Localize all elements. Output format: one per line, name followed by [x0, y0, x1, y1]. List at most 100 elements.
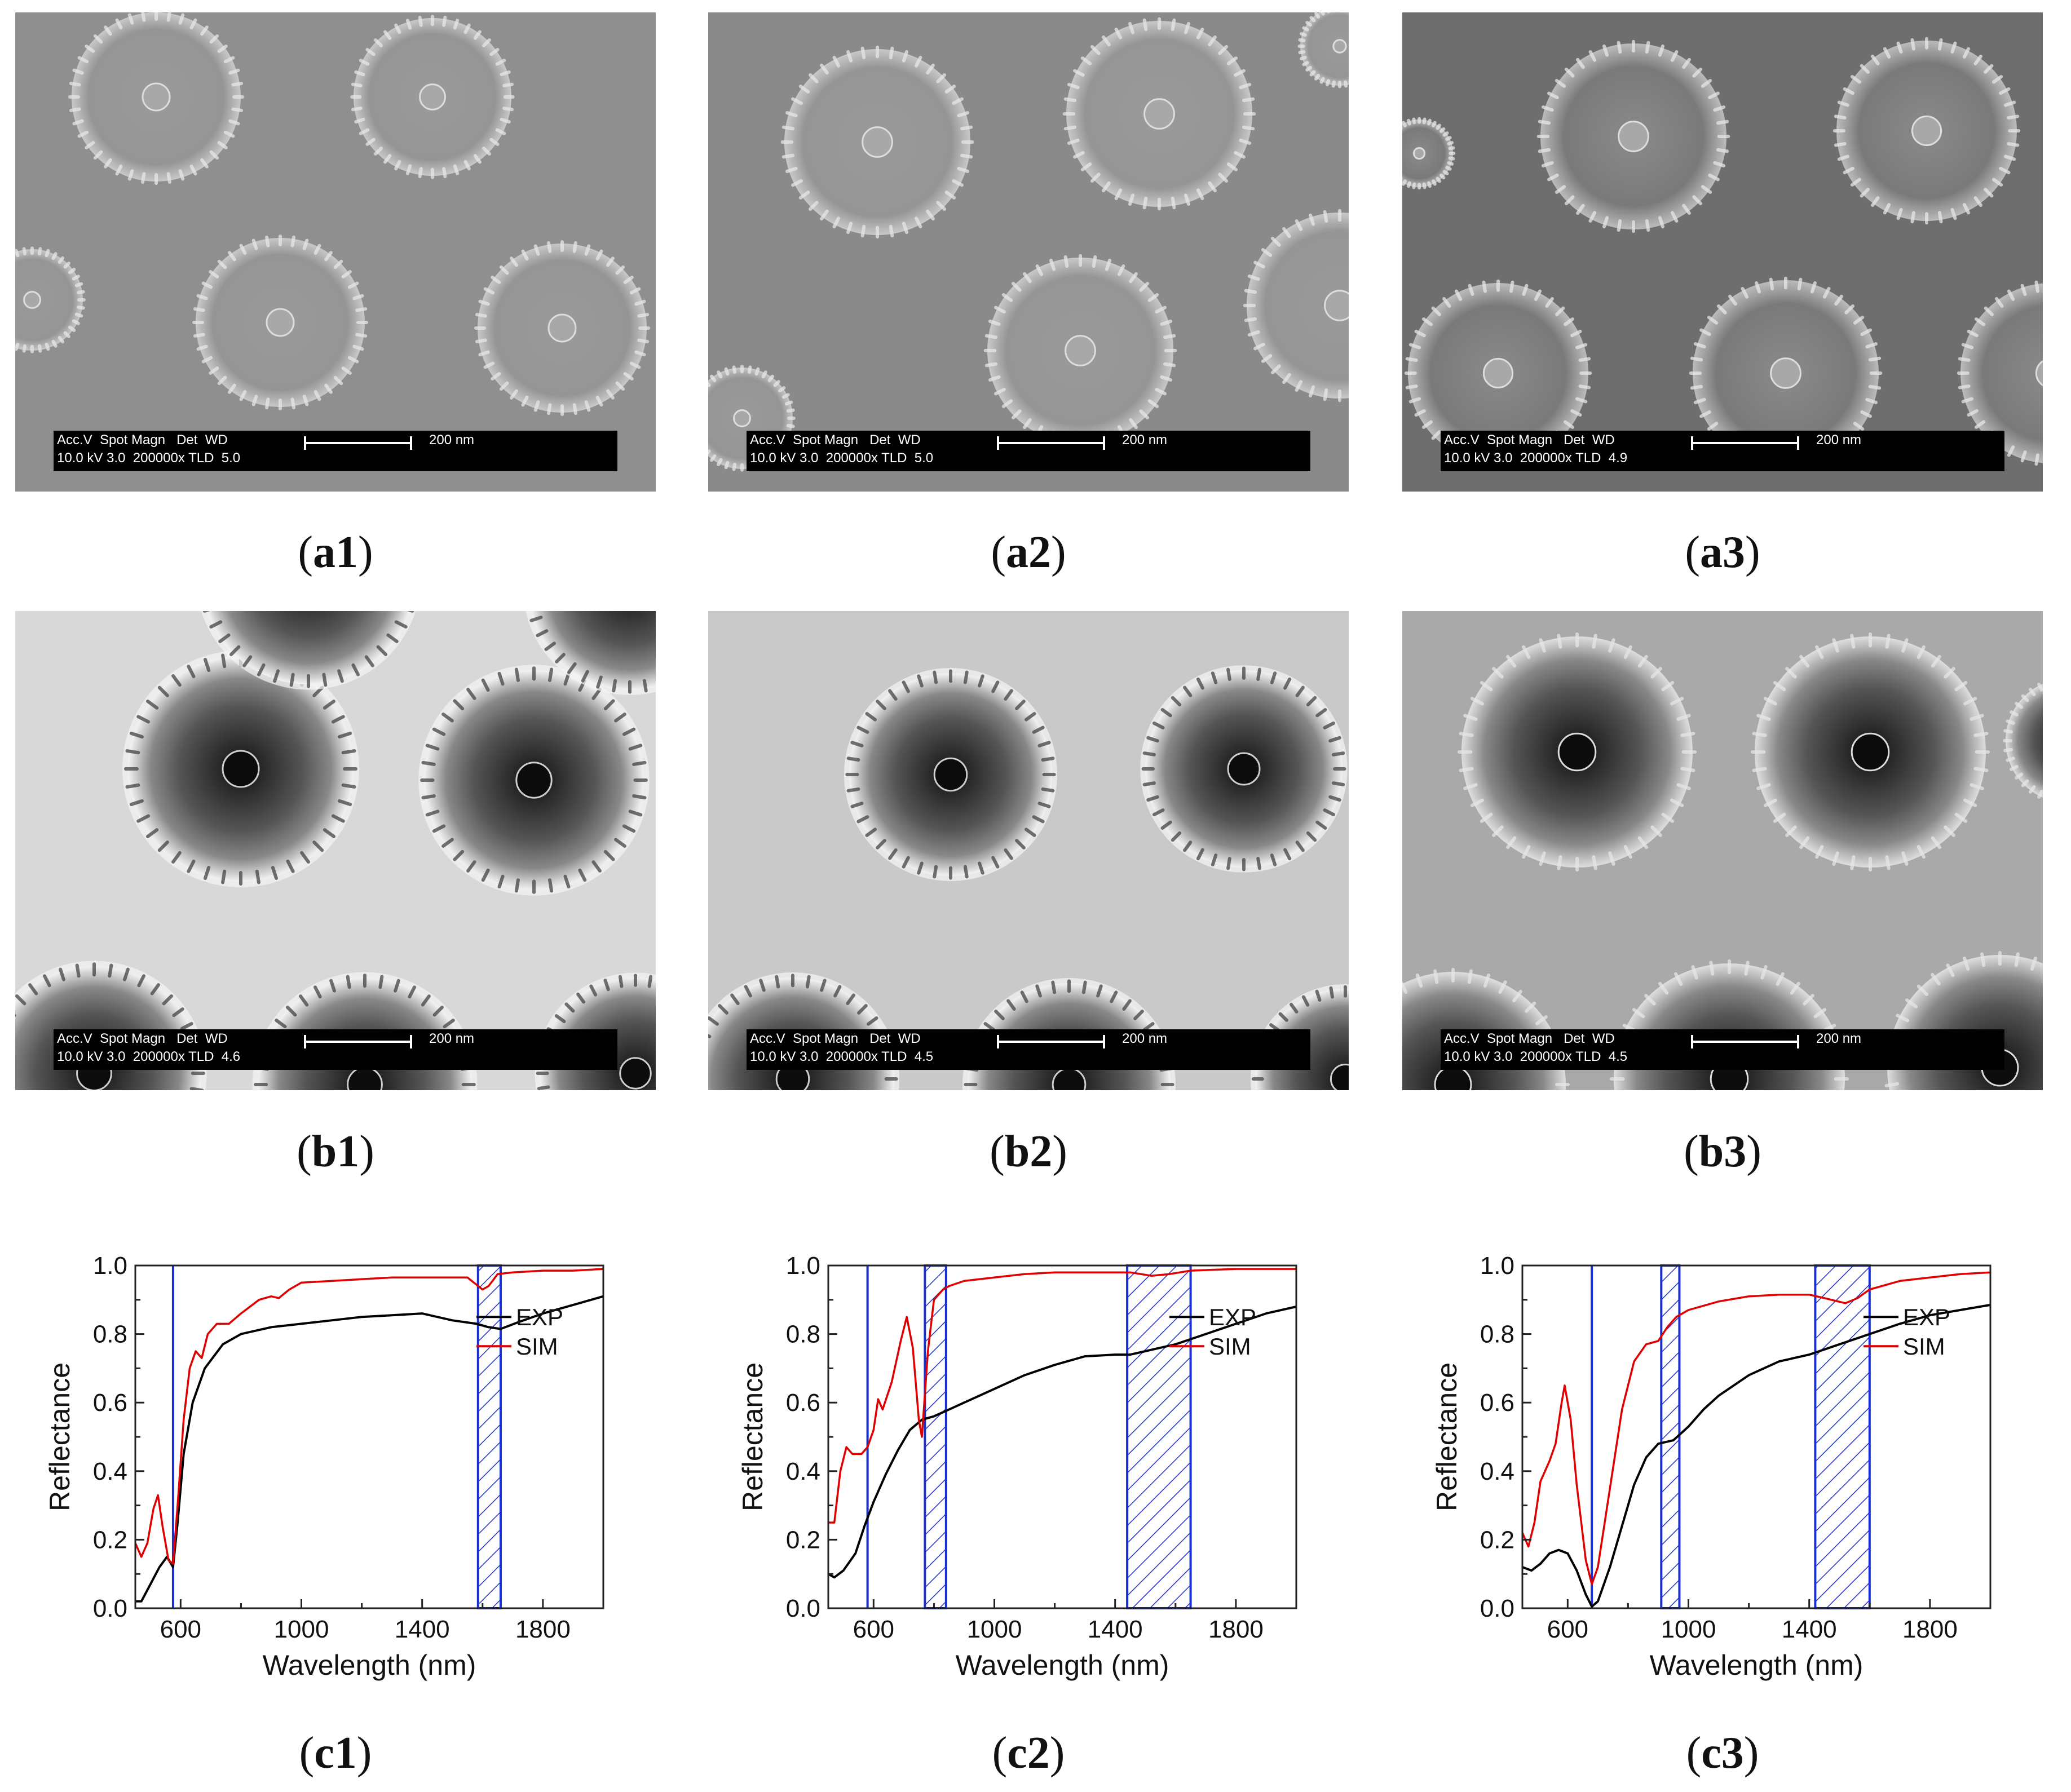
shaded-band [924, 1264, 947, 1609]
legend-label-sim: SIM [1903, 1333, 1945, 1360]
sem-info-values: 10.0 kV 3.0 200000x TLD 4.5 [750, 1049, 934, 1064]
reflectance-chart: 0.0 0.2 0.4 0.6 0.8 1.0 600 1000 1400 1800 Wavelen… [737, 1252, 1297, 1681]
chart-c3: 0.0 0.2 0.4 0.6 0.8 1.0 600 1000 1400 1800 Wavelen… [1401, 1226, 2044, 1705]
sem-info-bar: Acc.V Spot Magn Det WD 10.0 kV 3.0 200000… [747, 431, 1310, 471]
x-axis-label: Wavelength (nm) [263, 1649, 476, 1681]
pore [1140, 665, 1348, 873]
nanostructure [68, 12, 244, 185]
y-tick-label: 0.6 [1480, 1389, 1514, 1417]
nanostructure [1402, 117, 1456, 190]
x-tick-label: 1400 [395, 1616, 450, 1643]
legend-label-sim: SIM [1209, 1333, 1251, 1360]
scale-bar [1691, 1035, 1799, 1048]
sem-info-values: 10.0 kV 3.0 200000x TLD 4.5 [1444, 1049, 1628, 1064]
x-tick-label: 600 [160, 1616, 201, 1643]
x-tick-label: 1800 [515, 1616, 571, 1643]
sem-micrograph [708, 611, 1349, 1090]
sem-micrograph [1402, 12, 2043, 492]
chart-c2: 0.0 0.2 0.4 0.6 0.8 1.0 600 1000 1400 1800 Wavelen… [707, 1226, 1350, 1705]
sem-image: Acc.V Spot Magn Det WD 10.0 kV 3.0 200000… [708, 12, 1349, 492]
sem-info-labels: Acc.V Spot Magn Det WD [750, 432, 921, 448]
y-tick-label: 0.4 [1480, 1458, 1514, 1485]
shaded-band [1814, 1264, 1871, 1609]
x-tick-label: 1800 [1208, 1616, 1264, 1643]
x-axis-label: Wavelength (nm) [956, 1649, 1169, 1681]
sem-image: Acc.V Spot Magn Det WD 10.0 kV 3.0 200000… [15, 611, 656, 1090]
scale-label: 200 nm [429, 1031, 475, 1046]
sem-info-values: 10.0 kV 3.0 200000x TLD 4.9 [1444, 450, 1628, 466]
y-tick-label: 0.0 [1480, 1595, 1514, 1622]
sem-info-labels: Acc.V Spot Magn Det WD [1444, 432, 1615, 448]
y-tick-label: 0.2 [93, 1526, 127, 1554]
sem-info-labels: Acc.V Spot Magn Det WD [1444, 1031, 1615, 1046]
x-tick-label: 1000 [1661, 1616, 1716, 1643]
y-tick-label: 0.6 [93, 1389, 127, 1417]
series-line-exp [1522, 1303, 1991, 1608]
y-tick-label: 0.0 [786, 1595, 820, 1622]
x-tick-label: 600 [1547, 1616, 1588, 1643]
pore [844, 668, 1057, 881]
y-axis-label: Reflectance [44, 1362, 76, 1511]
series-line-sim [828, 1268, 1296, 1524]
sem-image: Acc.V Spot Magn Det WD 10.0 kV 3.0 200000… [1402, 12, 2043, 492]
sem-info-bar: Acc.V Spot Magn Det WD 10.0 kV 3.0 200000… [1441, 431, 2004, 471]
scale-bar [1691, 436, 1799, 450]
sem-info-labels: Acc.V Spot Magn Det WD [57, 432, 228, 448]
nanostructure [350, 15, 515, 179]
nanostructure [1297, 12, 1349, 89]
y-tick-label: 1.0 [786, 1252, 820, 1280]
chart-c1: 0.0 0.2 0.4 0.6 0.8 1.0 600 1000 1400 1800 Wavelen… [14, 1226, 657, 1705]
caption-a2: (a2) [991, 528, 1066, 577]
caption-a1: (a1) [298, 528, 373, 577]
scale-label: 200 nm [429, 432, 475, 448]
scale-bar [304, 1035, 412, 1048]
caption-b2: (b2) [990, 1127, 1067, 1176]
nanostructure [983, 254, 1177, 448]
y-tick-label: 0.6 [786, 1389, 820, 1417]
sem-info-values: 10.0 kV 3.0 200000x TLD 5.0 [57, 450, 241, 466]
sem-image: Acc.V Spot Magn Det WD 10.0 kV 3.0 200000… [1402, 611, 2043, 1090]
sem-image: Acc.V Spot Magn Det WD 10.0 kV 3.0 200000… [15, 12, 656, 492]
nanostructure [1750, 632, 1990, 872]
caption-a3: (a3) [1685, 528, 1760, 577]
x-tick-label: 1400 [1088, 1616, 1143, 1643]
legend-label-exp: EXP [1903, 1304, 1950, 1330]
nanostructure [1832, 37, 2021, 225]
sem-info-bar: Acc.V Spot Magn Det WD 10.0 kV 3.0 200000… [54, 431, 617, 471]
nanostructure [2002, 683, 2043, 799]
pore [526, 611, 656, 695]
sem-micrograph [15, 12, 656, 492]
x-tick-label: 1400 [1782, 1616, 1837, 1643]
caption-c1: (c1) [299, 1728, 372, 1778]
y-tick-label: 1.0 [1480, 1252, 1514, 1280]
nanostructure [1243, 209, 1349, 402]
scale-label: 200 nm [1122, 1031, 1168, 1046]
legend-label-exp: EXP [1209, 1304, 1256, 1330]
scale-bar [304, 436, 412, 450]
y-tick-label: 0.8 [786, 1321, 820, 1348]
legend-label-sim: SIM [516, 1333, 558, 1360]
reflectance-chart: 0.0 0.2 0.4 0.6 0.8 1.0 600 1000 1400 1800 Wavelen… [44, 1252, 604, 1681]
sem-info-bar: Acc.V Spot Magn Det WD 10.0 kV 3.0 200000… [54, 1029, 617, 1070]
sem-info-bar: Acc.V Spot Magn Det WD 10.0 kV 3.0 200000… [747, 1029, 1310, 1070]
y-tick-label: 0.4 [93, 1458, 127, 1485]
y-axis-label: Reflectance [1431, 1362, 1463, 1511]
scale-label: 200 nm [1122, 432, 1168, 448]
sem-info-bar: Acc.V Spot Magn Det WD 10.0 kV 3.0 200000… [1441, 1029, 2004, 1070]
x-tick-label: 1800 [1902, 1616, 1958, 1643]
nanostructure [1457, 632, 1697, 872]
nanostructure [1536, 39, 1730, 233]
scale-label: 200 nm [1816, 1031, 1862, 1046]
y-tick-label: 0.2 [786, 1526, 820, 1554]
nanostructure [780, 45, 974, 239]
series-line-sim [1521, 1271, 1991, 1586]
y-tick-label: 1.0 [93, 1252, 127, 1280]
sem-info-labels: Acc.V Spot Magn Det WD [750, 1031, 921, 1046]
x-tick-label: 600 [853, 1616, 894, 1643]
caption-c3: (c3) [1686, 1728, 1759, 1778]
x-axis-label: Wavelength (nm) [1650, 1649, 1864, 1681]
nanostructure [1062, 17, 1256, 211]
y-axis-label: Reflectance [737, 1362, 769, 1511]
shaded-band [476, 1264, 502, 1609]
x-tick-label: 1000 [274, 1616, 329, 1643]
